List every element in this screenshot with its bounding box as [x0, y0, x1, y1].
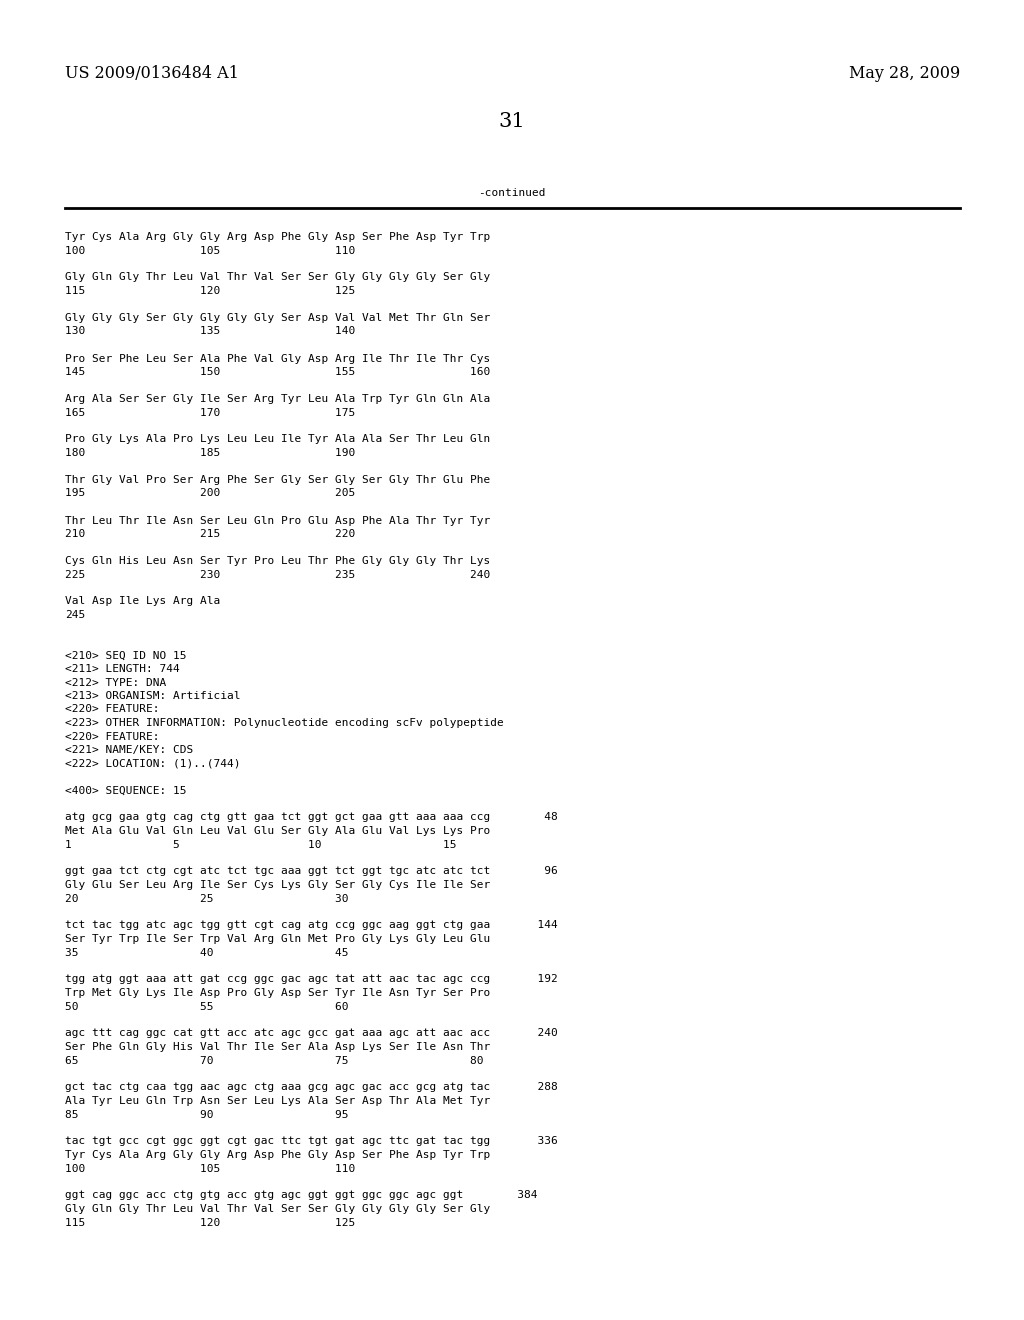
Text: 65                  70                  75                  80: 65 70 75 80 [65, 1056, 483, 1065]
Text: <221> NAME/KEY: CDS: <221> NAME/KEY: CDS [65, 744, 194, 755]
Text: Pro Ser Phe Leu Ser Ala Phe Val Gly Asp Arg Ile Thr Ile Thr Cys: Pro Ser Phe Leu Ser Ala Phe Val Gly Asp … [65, 354, 490, 363]
Text: 85                  90                  95: 85 90 95 [65, 1110, 348, 1119]
Text: Thr Leu Thr Ile Asn Ser Leu Gln Pro Glu Asp Phe Ala Thr Tyr Tyr: Thr Leu Thr Ile Asn Ser Leu Gln Pro Glu … [65, 516, 490, 525]
Text: gct tac ctg caa tgg aac agc ctg aaa gcg agc gac acc gcg atg tac       288: gct tac ctg caa tgg aac agc ctg aaa gcg … [65, 1082, 558, 1093]
Text: 165                 170                 175: 165 170 175 [65, 408, 355, 417]
Text: Tyr Cys Ala Arg Gly Gly Arg Asp Phe Gly Asp Ser Phe Asp Tyr Trp: Tyr Cys Ala Arg Gly Gly Arg Asp Phe Gly … [65, 232, 490, 242]
Text: <213> ORGANISM: Artificial: <213> ORGANISM: Artificial [65, 690, 241, 701]
Text: <400> SEQUENCE: 15: <400> SEQUENCE: 15 [65, 785, 186, 796]
Text: Gly Gln Gly Thr Leu Val Thr Val Ser Ser Gly Gly Gly Gly Ser Gly: Gly Gln Gly Thr Leu Val Thr Val Ser Ser … [65, 272, 490, 282]
Text: Thr Gly Val Pro Ser Arg Phe Ser Gly Ser Gly Ser Gly Thr Glu Phe: Thr Gly Val Pro Ser Arg Phe Ser Gly Ser … [65, 475, 490, 484]
Text: Gly Gly Gly Ser Gly Gly Gly Gly Ser Asp Val Val Met Thr Gln Ser: Gly Gly Gly Ser Gly Gly Gly Gly Ser Asp … [65, 313, 490, 323]
Text: 100                 105                 110: 100 105 110 [65, 1163, 355, 1173]
Text: ggt cag ggc acc ctg gtg acc gtg agc ggt ggt ggc ggc agc ggt        384: ggt cag ggc acc ctg gtg acc gtg agc ggt … [65, 1191, 538, 1200]
Text: 210                 215                 220: 210 215 220 [65, 529, 355, 539]
Text: <220> FEATURE:: <220> FEATURE: [65, 705, 160, 714]
Text: 50                  55                  60: 50 55 60 [65, 1002, 348, 1011]
Text: 195                 200                 205: 195 200 205 [65, 488, 355, 499]
Text: <220> FEATURE:: <220> FEATURE: [65, 731, 160, 742]
Text: 225                 230                 235                 240: 225 230 235 240 [65, 569, 490, 579]
Text: <211> LENGTH: 744: <211> LENGTH: 744 [65, 664, 180, 675]
Text: <223> OTHER INFORMATION: Polynucleotide encoding scFv polypeptide: <223> OTHER INFORMATION: Polynucleotide … [65, 718, 504, 729]
Text: May 28, 2009: May 28, 2009 [849, 65, 961, 82]
Text: 20                  25                  30: 20 25 30 [65, 894, 348, 903]
Text: 130                 135                 140: 130 135 140 [65, 326, 355, 337]
Text: tct tac tgg atc agc tgg gtt cgt cag atg ccg ggc aag ggt ctg gaa       144: tct tac tgg atc agc tgg gtt cgt cag atg … [65, 920, 558, 931]
Text: <210> SEQ ID NO 15: <210> SEQ ID NO 15 [65, 651, 186, 660]
Text: Ala Tyr Leu Gln Trp Asn Ser Leu Lys Ala Ser Asp Thr Ala Met Tyr: Ala Tyr Leu Gln Trp Asn Ser Leu Lys Ala … [65, 1096, 490, 1106]
Text: -continued: -continued [478, 187, 546, 198]
Text: tac tgt gcc cgt ggc ggt cgt gac ttc tgt gat agc ttc gat tac tgg       336: tac tgt gcc cgt ggc ggt cgt gac ttc tgt … [65, 1137, 558, 1147]
Text: Arg Ala Ser Ser Gly Ile Ser Arg Tyr Leu Ala Trp Tyr Gln Gln Ala: Arg Ala Ser Ser Gly Ile Ser Arg Tyr Leu … [65, 393, 490, 404]
Text: <212> TYPE: DNA: <212> TYPE: DNA [65, 677, 166, 688]
Text: ggt gaa tct ctg cgt atc tct tgc aaa ggt tct ggt tgc atc atc tct        96: ggt gaa tct ctg cgt atc tct tgc aaa ggt … [65, 866, 558, 876]
Text: 145                 150                 155                 160: 145 150 155 160 [65, 367, 490, 378]
Text: tgg atg ggt aaa att gat ccg ggc gac agc tat att aac tac agc ccg       192: tgg atg ggt aaa att gat ccg ggc gac agc … [65, 974, 558, 985]
Text: US 2009/0136484 A1: US 2009/0136484 A1 [65, 65, 239, 82]
Text: <222> LOCATION: (1)..(744): <222> LOCATION: (1)..(744) [65, 759, 241, 768]
Text: 35                  40                  45: 35 40 45 [65, 948, 348, 957]
Text: 100                 105                 110: 100 105 110 [65, 246, 355, 256]
Text: Val Asp Ile Lys Arg Ala: Val Asp Ile Lys Arg Ala [65, 597, 220, 606]
Text: Pro Gly Lys Ala Pro Lys Leu Leu Ile Tyr Ala Ala Ser Thr Leu Gln: Pro Gly Lys Ala Pro Lys Leu Leu Ile Tyr … [65, 434, 490, 445]
Text: Ser Tyr Trp Ile Ser Trp Val Arg Gln Met Pro Gly Lys Gly Leu Glu: Ser Tyr Trp Ile Ser Trp Val Arg Gln Met … [65, 935, 490, 944]
Text: 115                 120                 125: 115 120 125 [65, 286, 355, 296]
Text: Cys Gln His Leu Asn Ser Tyr Pro Leu Thr Phe Gly Gly Gly Thr Lys: Cys Gln His Leu Asn Ser Tyr Pro Leu Thr … [65, 556, 490, 566]
Text: 245: 245 [65, 610, 85, 620]
Text: 31: 31 [499, 112, 525, 131]
Text: Tyr Cys Ala Arg Gly Gly Arg Asp Phe Gly Asp Ser Phe Asp Tyr Trp: Tyr Cys Ala Arg Gly Gly Arg Asp Phe Gly … [65, 1150, 490, 1160]
Text: Trp Met Gly Lys Ile Asp Pro Gly Asp Ser Tyr Ile Asn Tyr Ser Pro: Trp Met Gly Lys Ile Asp Pro Gly Asp Ser … [65, 987, 490, 998]
Text: Gly Gln Gly Thr Leu Val Thr Val Ser Ser Gly Gly Gly Gly Ser Gly: Gly Gln Gly Thr Leu Val Thr Val Ser Ser … [65, 1204, 490, 1214]
Text: Met Ala Glu Val Gln Leu Val Glu Ser Gly Ala Glu Val Lys Lys Pro: Met Ala Glu Val Gln Leu Val Glu Ser Gly … [65, 826, 490, 836]
Text: Ser Phe Gln Gly His Val Thr Ile Ser Ala Asp Lys Ser Ile Asn Thr: Ser Phe Gln Gly His Val Thr Ile Ser Ala … [65, 1041, 490, 1052]
Text: 180                 185                 190: 180 185 190 [65, 447, 355, 458]
Text: atg gcg gaa gtg cag ctg gtt gaa tct ggt gct gaa gtt aaa aaa ccg        48: atg gcg gaa gtg cag ctg gtt gaa tct ggt … [65, 813, 558, 822]
Text: agc ttt cag ggc cat gtt acc atc agc gcc gat aaa agc att aac acc       240: agc ttt cag ggc cat gtt acc atc agc gcc … [65, 1028, 558, 1039]
Text: Gly Glu Ser Leu Arg Ile Ser Cys Lys Gly Ser Gly Cys Ile Ile Ser: Gly Glu Ser Leu Arg Ile Ser Cys Lys Gly … [65, 880, 490, 890]
Text: 115                 120                 125: 115 120 125 [65, 1217, 355, 1228]
Text: 1               5                   10                  15: 1 5 10 15 [65, 840, 457, 850]
